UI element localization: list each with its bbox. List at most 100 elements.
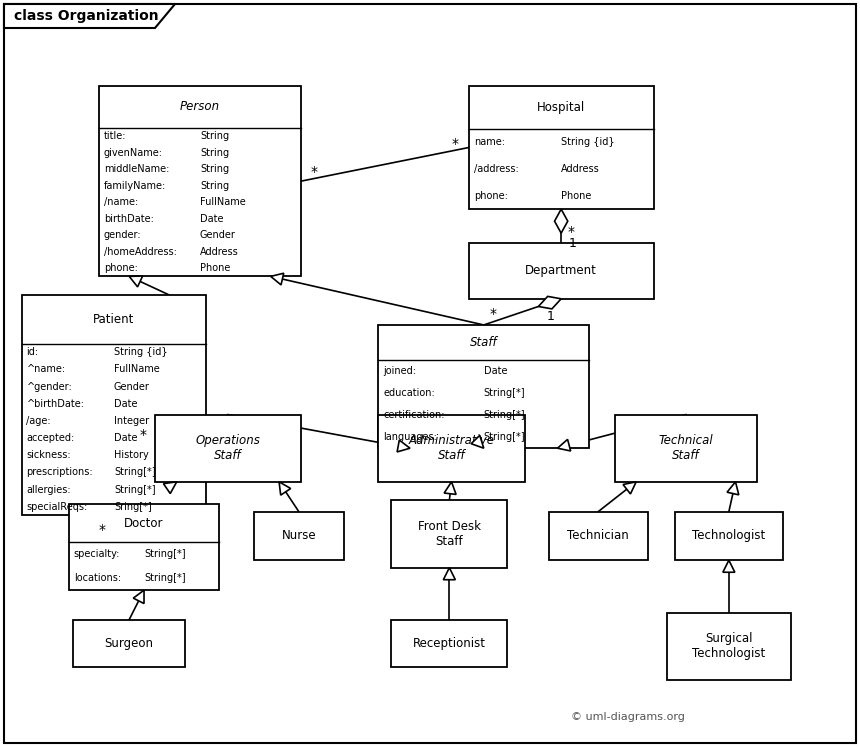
Text: Gender: Gender xyxy=(200,230,236,240)
Text: Integer: Integer xyxy=(114,416,149,426)
Polygon shape xyxy=(723,560,734,572)
Text: locations:: locations: xyxy=(74,573,121,583)
Text: /homeAddress:: /homeAddress: xyxy=(104,247,177,257)
Text: String {id}: String {id} xyxy=(114,347,168,357)
Text: Administrative
Staff: Administrative Staff xyxy=(408,434,494,462)
Text: *: * xyxy=(140,428,147,442)
FancyBboxPatch shape xyxy=(666,613,791,680)
Text: *: * xyxy=(311,165,318,179)
Polygon shape xyxy=(444,482,456,495)
Text: String[*]: String[*] xyxy=(114,468,156,477)
Text: Technologist: Technologist xyxy=(692,530,765,542)
Text: String: String xyxy=(200,131,229,141)
Text: ^name:: ^name: xyxy=(27,365,65,374)
Polygon shape xyxy=(557,439,571,451)
Text: String[*]: String[*] xyxy=(483,388,525,398)
Text: Address: Address xyxy=(562,164,600,174)
FancyBboxPatch shape xyxy=(4,4,856,743)
Text: Phone: Phone xyxy=(200,263,230,273)
Text: String: String xyxy=(200,181,229,190)
Polygon shape xyxy=(727,482,739,495)
Text: 1: 1 xyxy=(569,237,577,250)
Text: name:: name: xyxy=(474,137,505,147)
Polygon shape xyxy=(555,209,568,233)
Text: String[*]: String[*] xyxy=(144,573,186,583)
Polygon shape xyxy=(4,4,175,28)
Text: familyName:: familyName: xyxy=(104,181,166,190)
FancyBboxPatch shape xyxy=(469,243,654,299)
Polygon shape xyxy=(129,276,143,287)
Text: Front Desk
Staff: Front Desk Staff xyxy=(418,520,481,548)
Text: allergies:: allergies: xyxy=(27,485,71,495)
FancyBboxPatch shape xyxy=(615,415,757,482)
Polygon shape xyxy=(538,297,562,309)
Text: Date: Date xyxy=(114,399,138,409)
Text: specialty:: specialty: xyxy=(74,549,120,560)
Text: Date: Date xyxy=(114,433,138,443)
Polygon shape xyxy=(444,568,455,580)
Text: Staff: Staff xyxy=(470,336,498,349)
Text: Patient: Patient xyxy=(93,313,135,326)
FancyBboxPatch shape xyxy=(69,504,219,590)
Text: phone:: phone: xyxy=(104,263,138,273)
Text: String[*]: String[*] xyxy=(144,549,186,560)
Text: Date: Date xyxy=(200,214,224,223)
Text: sickness:: sickness: xyxy=(27,450,71,460)
Text: gender:: gender: xyxy=(104,230,142,240)
Text: certification:: certification: xyxy=(384,410,445,420)
FancyBboxPatch shape xyxy=(378,325,589,448)
Text: Nurse: Nurse xyxy=(281,530,316,542)
Text: givenName:: givenName: xyxy=(104,148,163,158)
Text: specialReqs:: specialReqs: xyxy=(27,502,88,512)
Text: Address: Address xyxy=(200,247,239,257)
Text: Surgeon: Surgeon xyxy=(105,637,153,650)
Text: Gender: Gender xyxy=(114,382,150,391)
Polygon shape xyxy=(279,482,291,495)
Text: *: * xyxy=(452,137,458,151)
FancyBboxPatch shape xyxy=(155,415,301,482)
Text: *: * xyxy=(567,225,574,239)
Text: Sring[*]: Sring[*] xyxy=(114,502,151,512)
Text: prescriptions:: prescriptions: xyxy=(27,468,93,477)
Text: Receptionist: Receptionist xyxy=(413,637,486,650)
Text: © uml-diagrams.org: © uml-diagrams.org xyxy=(571,712,685,722)
Polygon shape xyxy=(271,273,284,285)
Text: education:: education: xyxy=(384,388,435,398)
Polygon shape xyxy=(163,482,177,494)
Text: Phone: Phone xyxy=(562,190,592,201)
Text: ^gender:: ^gender: xyxy=(27,382,72,391)
Text: String: String xyxy=(200,148,229,158)
FancyBboxPatch shape xyxy=(675,512,783,560)
Text: accepted:: accepted: xyxy=(27,433,75,443)
Text: Person: Person xyxy=(180,100,220,114)
FancyBboxPatch shape xyxy=(99,86,301,276)
Text: Hospital: Hospital xyxy=(537,101,586,114)
Polygon shape xyxy=(623,482,636,494)
Text: String {id}: String {id} xyxy=(562,137,615,147)
Text: title:: title: xyxy=(104,131,126,141)
Text: /age:: /age: xyxy=(27,416,51,426)
FancyBboxPatch shape xyxy=(378,415,525,482)
Text: languages:: languages: xyxy=(384,433,437,442)
Text: /name:: /name: xyxy=(104,197,138,207)
Text: History: History xyxy=(114,450,149,460)
Text: String[*]: String[*] xyxy=(483,433,525,442)
FancyBboxPatch shape xyxy=(391,620,507,667)
Text: joined:: joined: xyxy=(384,366,416,376)
Text: *: * xyxy=(489,307,497,321)
Text: /address:: /address: xyxy=(474,164,519,174)
Text: phone:: phone: xyxy=(474,190,507,201)
Text: String: String xyxy=(200,164,229,174)
Text: Technical
Staff: Technical Staff xyxy=(659,434,713,462)
FancyBboxPatch shape xyxy=(549,512,648,560)
Text: Surgical
Technologist: Surgical Technologist xyxy=(692,632,765,660)
Polygon shape xyxy=(397,440,410,452)
FancyBboxPatch shape xyxy=(22,295,206,515)
Text: Doctor: Doctor xyxy=(125,517,163,530)
Polygon shape xyxy=(133,590,144,604)
FancyBboxPatch shape xyxy=(391,500,507,568)
FancyBboxPatch shape xyxy=(254,512,344,560)
Polygon shape xyxy=(471,436,483,448)
Text: class Organization: class Organization xyxy=(14,9,158,23)
Text: String[*]: String[*] xyxy=(483,410,525,420)
